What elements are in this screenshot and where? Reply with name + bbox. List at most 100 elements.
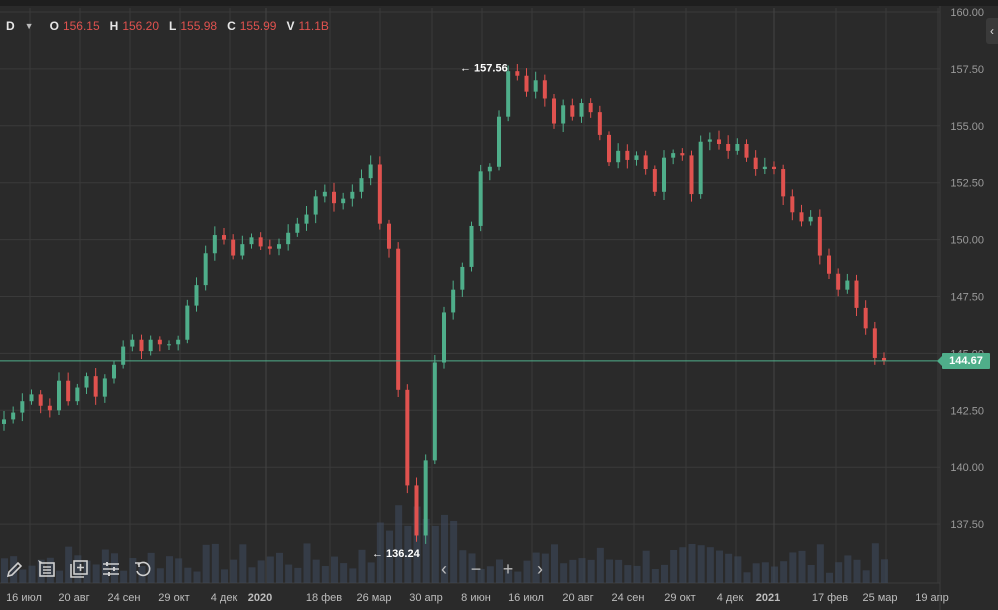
y-tick-label: 160.00 xyxy=(950,7,984,19)
candle-body xyxy=(506,71,511,117)
x-tick-label: 4 дек xyxy=(717,592,744,604)
candle-body xyxy=(304,214,309,224)
y-tick-label: 152.50 xyxy=(950,178,984,190)
y-tick-label: 150.00 xyxy=(950,235,984,247)
candle-body xyxy=(808,216,813,222)
candle-body xyxy=(203,253,208,286)
volume-bar xyxy=(386,530,393,583)
candle-body xyxy=(75,387,80,402)
volume-bar xyxy=(65,546,73,583)
candle-body xyxy=(863,307,868,329)
x-tick-label: 19 апр xyxy=(915,592,948,604)
candle-body xyxy=(121,346,126,365)
candle-body xyxy=(2,419,6,424)
volume-bar xyxy=(138,565,146,583)
drawing-toolbar xyxy=(3,557,155,581)
volume-bar xyxy=(276,552,283,583)
volume-bar xyxy=(615,559,623,583)
navigation-controls: ‹ − + › xyxy=(432,557,552,581)
high-annotation: ← 157.56 xyxy=(460,63,508,75)
candle-body xyxy=(84,376,89,388)
volume-bar xyxy=(706,547,714,583)
x-tick-label: 16 июл xyxy=(508,592,544,604)
volume-bar xyxy=(651,569,659,583)
x-tick-label: 24 сен xyxy=(612,592,645,604)
volume-bar xyxy=(321,566,329,583)
candle-body xyxy=(148,339,153,352)
x-tick-label: 20 авг xyxy=(562,592,593,604)
sliders-icon[interactable] xyxy=(99,557,123,581)
volume-bar xyxy=(496,559,503,583)
volume-bar xyxy=(129,558,137,583)
candle-body xyxy=(570,105,575,117)
candle-body xyxy=(176,339,181,345)
y-tick-label: 147.50 xyxy=(950,292,984,304)
candle-body xyxy=(102,378,107,397)
candle-body xyxy=(717,139,721,145)
volume-bar xyxy=(642,550,650,583)
open-key: O xyxy=(49,19,59,33)
candle-body xyxy=(139,339,144,352)
add-layer-icon[interactable] xyxy=(67,557,91,581)
volume-bar xyxy=(349,568,357,583)
candle-body xyxy=(597,112,602,135)
candle-body xyxy=(396,248,401,390)
candle-body xyxy=(854,280,859,308)
volume-bar xyxy=(285,564,293,583)
collapse-panel-icon[interactable]: ‹ xyxy=(986,18,998,44)
volume-bar xyxy=(761,562,769,583)
volume-bar xyxy=(248,567,256,583)
volume-bar xyxy=(147,552,155,583)
volume-bar xyxy=(771,566,778,583)
x-tick-label: 29 окт xyxy=(158,592,189,604)
candle-body xyxy=(240,244,245,256)
undo-icon[interactable] xyxy=(131,557,155,581)
volume-bar xyxy=(486,566,494,583)
y-tick-label: 155.00 xyxy=(950,121,984,133)
candle-body xyxy=(167,344,171,346)
scroll-right-button[interactable]: › xyxy=(537,558,543,579)
candle-body xyxy=(790,196,795,213)
volume-bar xyxy=(239,544,247,583)
candle-body xyxy=(579,103,584,117)
interval-label[interactable]: D xyxy=(6,19,15,33)
volume-bar xyxy=(596,547,604,583)
interval-dropdown-icon[interactable]: ▼ xyxy=(24,21,34,31)
candle-body xyxy=(680,153,685,156)
volume-bar xyxy=(477,568,485,583)
volume-bar xyxy=(661,564,668,583)
list-icon[interactable] xyxy=(35,557,59,581)
zoom-in-button[interactable]: + xyxy=(502,558,514,579)
zoom-out-button[interactable]: − xyxy=(470,558,482,579)
candle-body xyxy=(405,389,410,486)
y-tick-label: 157.50 xyxy=(950,64,984,76)
volume-bar xyxy=(853,559,861,583)
candle-body xyxy=(588,103,593,113)
open-value: 156.15 xyxy=(62,19,100,33)
volume-bar xyxy=(468,553,476,583)
candle-body xyxy=(414,485,419,536)
candle-body xyxy=(47,405,52,411)
volume-key: V xyxy=(286,19,295,33)
y-tick-label: 137.50 xyxy=(950,519,984,531)
volume-bar xyxy=(541,553,549,583)
x-tick-label: 24 сен xyxy=(108,592,141,604)
volume-bar xyxy=(211,543,219,583)
candle-body xyxy=(561,105,566,124)
candle-body xyxy=(222,235,226,240)
volume-bar xyxy=(688,543,696,583)
close-value: 155.99 xyxy=(239,19,277,33)
candle-body xyxy=(616,150,621,163)
candle-body xyxy=(194,285,199,306)
candle-body xyxy=(460,266,465,290)
candle-body xyxy=(66,380,71,402)
candle-body xyxy=(377,164,382,224)
candle-body xyxy=(423,460,428,536)
volume-bar xyxy=(587,559,595,583)
pencil-icon[interactable] xyxy=(3,557,27,581)
candle-body xyxy=(671,153,676,158)
scroll-left-button[interactable]: ‹ xyxy=(441,558,447,579)
candle-body xyxy=(515,71,520,76)
volume-bar xyxy=(358,549,366,583)
